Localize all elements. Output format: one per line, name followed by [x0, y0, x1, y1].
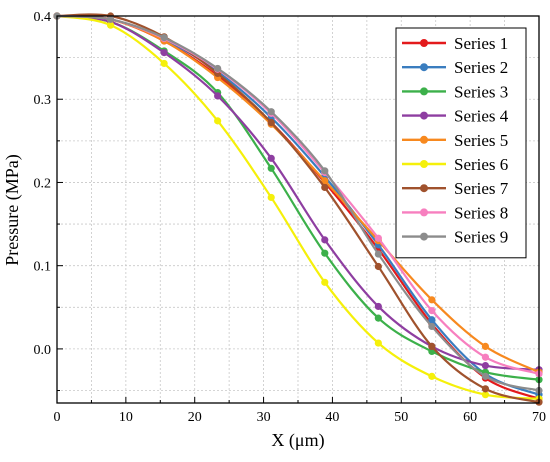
series-7	[53, 12, 543, 406]
data-point	[214, 64, 222, 73]
legend-swatch-marker	[420, 111, 428, 120]
legend-swatch-marker	[420, 208, 428, 217]
data-point	[160, 49, 168, 57]
series-line	[56, 14, 540, 392]
data-point	[374, 262, 382, 271]
legend-label: Series 6	[454, 155, 508, 174]
x-tick-label: 60	[463, 410, 477, 425]
legend-item: Series 7	[402, 179, 509, 198]
x-tick-label: 50	[394, 410, 408, 425]
y-tick-label: 0.3	[34, 93, 52, 108]
legend-swatch-marker	[420, 184, 428, 193]
legend-item: Series 4	[402, 107, 509, 126]
x-tick-label: 40	[325, 410, 339, 425]
data-point	[428, 296, 436, 304]
y-tick-label: 0.1	[34, 260, 52, 275]
legend-label: Series 1	[454, 34, 508, 53]
legend-item: Series 3	[402, 82, 508, 101]
legend-item: Series 8	[402, 203, 508, 222]
legend-label: Series 2	[454, 58, 508, 77]
data-point	[267, 193, 275, 202]
data-point	[267, 118, 275, 127]
data-point	[267, 154, 275, 162]
data-point	[321, 183, 329, 192]
legend-label: Series 8	[454, 203, 508, 222]
legend-swatch-marker	[420, 135, 428, 144]
data-point	[481, 391, 490, 399]
data-point	[481, 372, 490, 380]
legend: Series 1 Series 2 Series 3 Series 4 Series 5…	[395, 27, 527, 259]
legend-label: Series 5	[454, 131, 508, 150]
x-tick-label: 30	[257, 410, 271, 425]
data-point	[481, 385, 490, 393]
legend-swatch-marker	[420, 63, 428, 72]
legend-swatch-marker	[420, 232, 428, 241]
data-point	[321, 249, 329, 257]
data-point	[106, 15, 115, 23]
x-tick-label: 70	[532, 410, 546, 425]
data-point	[160, 59, 168, 68]
series-line	[56, 13, 540, 404]
data-point	[267, 108, 275, 116]
data-point	[374, 339, 382, 347]
data-point	[321, 167, 329, 175]
data-point	[374, 234, 382, 242]
data-point	[428, 316, 436, 324]
legend-swatch-marker	[420, 87, 428, 96]
y-axis-title: Pressure (MPa)	[2, 154, 23, 265]
legend-item: Series 1	[402, 34, 508, 53]
data-point	[481, 342, 490, 351]
legend-label: Series 4	[454, 107, 509, 126]
series-lines	[53, 12, 543, 406]
series-9	[53, 12, 543, 395]
x-tick-label: 0	[54, 410, 61, 425]
data-point	[214, 117, 222, 125]
axis-ticks: 0 10 20 30 40 50 60 70 0.0 0.1 0.2 0.3 0.4	[34, 10, 547, 425]
legend-item: Series 6	[402, 155, 508, 174]
y-tick-label: 0.0	[34, 343, 52, 358]
legend-item: Series 2	[402, 58, 508, 77]
data-point	[374, 302, 382, 311]
legend-label: Series 3	[454, 82, 508, 101]
data-point	[321, 236, 329, 244]
data-point	[106, 21, 115, 29]
series-line	[56, 14, 540, 400]
legend-item: Series 5	[402, 131, 508, 150]
data-point	[160, 34, 168, 42]
data-point	[267, 164, 275, 172]
legend-swatch-marker	[420, 39, 428, 47]
data-point	[481, 361, 490, 370]
legend-item: Series 9	[402, 228, 508, 247]
x-axis-title: X (μm)	[271, 430, 324, 451]
x-tick-label: 10	[119, 410, 133, 425]
data-point	[428, 372, 436, 380]
data-point	[374, 250, 382, 258]
data-point	[214, 92, 222, 100]
y-tick-label: 0.4	[34, 10, 52, 25]
x-tick-label: 20	[188, 410, 202, 425]
series-line	[56, 14, 540, 371]
y-tick-label: 0.2	[34, 176, 52, 191]
data-point	[428, 322, 436, 331]
legend-label: Series 9	[454, 228, 508, 247]
data-point	[428, 307, 436, 315]
data-point	[374, 314, 382, 322]
data-point	[428, 342, 436, 351]
legend-swatch-marker	[420, 160, 428, 168]
data-point	[321, 278, 329, 286]
legend-label: Series 7	[454, 179, 509, 198]
data-point	[481, 353, 490, 361]
data-point	[321, 177, 329, 185]
